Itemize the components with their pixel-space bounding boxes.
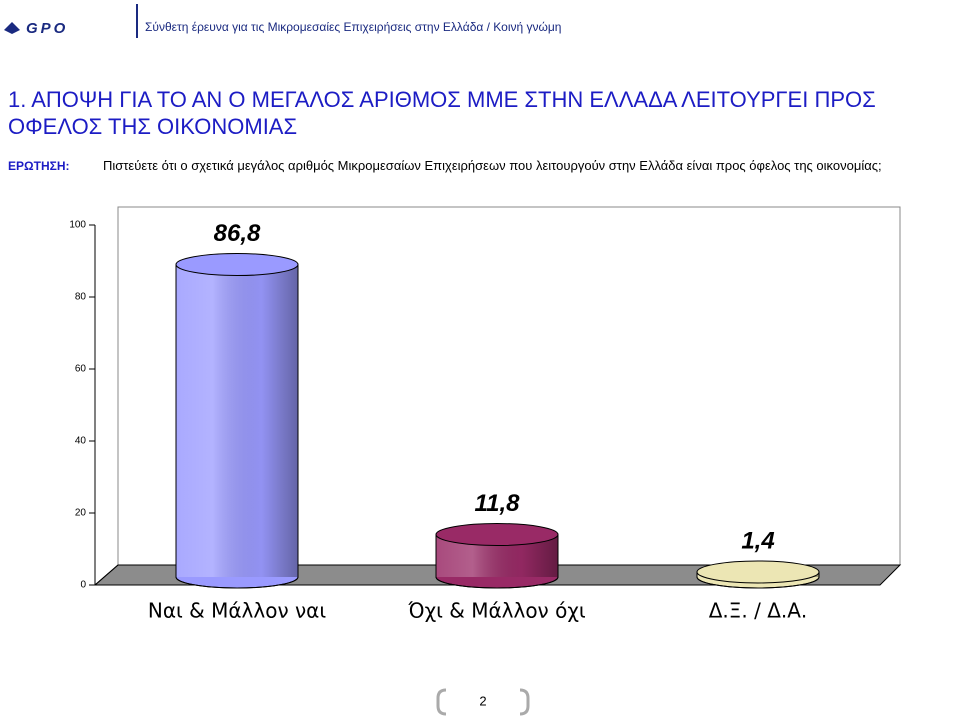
x-tick-label: Όχι & Μάλλον όχι: [407, 599, 586, 623]
brace-right: [519, 688, 530, 716]
value-label: 11,8: [475, 490, 521, 517]
bar: [435, 523, 559, 589]
y-tick-label: 0: [80, 580, 86, 591]
logo: GPO: [4, 20, 68, 37]
bar-shade: [176, 264, 298, 577]
bar-outline: [696, 571, 820, 589]
x-tick-label: Δ.Ξ. / Δ.Α.: [709, 599, 808, 623]
value-label: 1,4: [741, 527, 774, 554]
header-subtitle: Σύνθετη έρευνα για τις Μικρομεσαίες Επιχ…: [145, 20, 561, 34]
axis-depth: [94, 564, 119, 586]
y-tick-label: 40: [75, 436, 87, 447]
bar-top: [696, 560, 820, 584]
y-tick-label: 100: [69, 220, 86, 231]
bar-top: [435, 523, 559, 547]
bar-top: [175, 253, 299, 277]
question: Πιστεύετε ότι ο σχετικά μεγάλος αριθμός …: [103, 158, 882, 173]
y-tick-label: 20: [75, 508, 87, 519]
page-number: 2: [479, 693, 486, 708]
page-number-box: 2: [436, 688, 530, 716]
title: 1. ΑΠΟΨΗ ΓΙΑ ΤΟ ΑΝ Ο ΜΕΓΑΛΟΣ ΑΡΙΘΜΟΣ ΜΜΕ…: [8, 87, 876, 139]
x-tick-label: Ναι & Μάλλον ναι: [148, 599, 326, 623]
bar-outline: [435, 534, 559, 589]
y-tick-label: 80: [75, 292, 87, 303]
value-label: 86,8: [214, 220, 261, 247]
question-label: ΕΡΩΤΗΣΗ:: [8, 159, 70, 173]
y-tick-label: 60: [75, 364, 87, 375]
logo-text: GPO: [26, 20, 68, 37]
bar-outline: [175, 264, 299, 589]
bar: [175, 253, 299, 589]
brace-left: [436, 688, 447, 716]
bar: [696, 560, 820, 589]
logo-mark: [4, 22, 20, 34]
